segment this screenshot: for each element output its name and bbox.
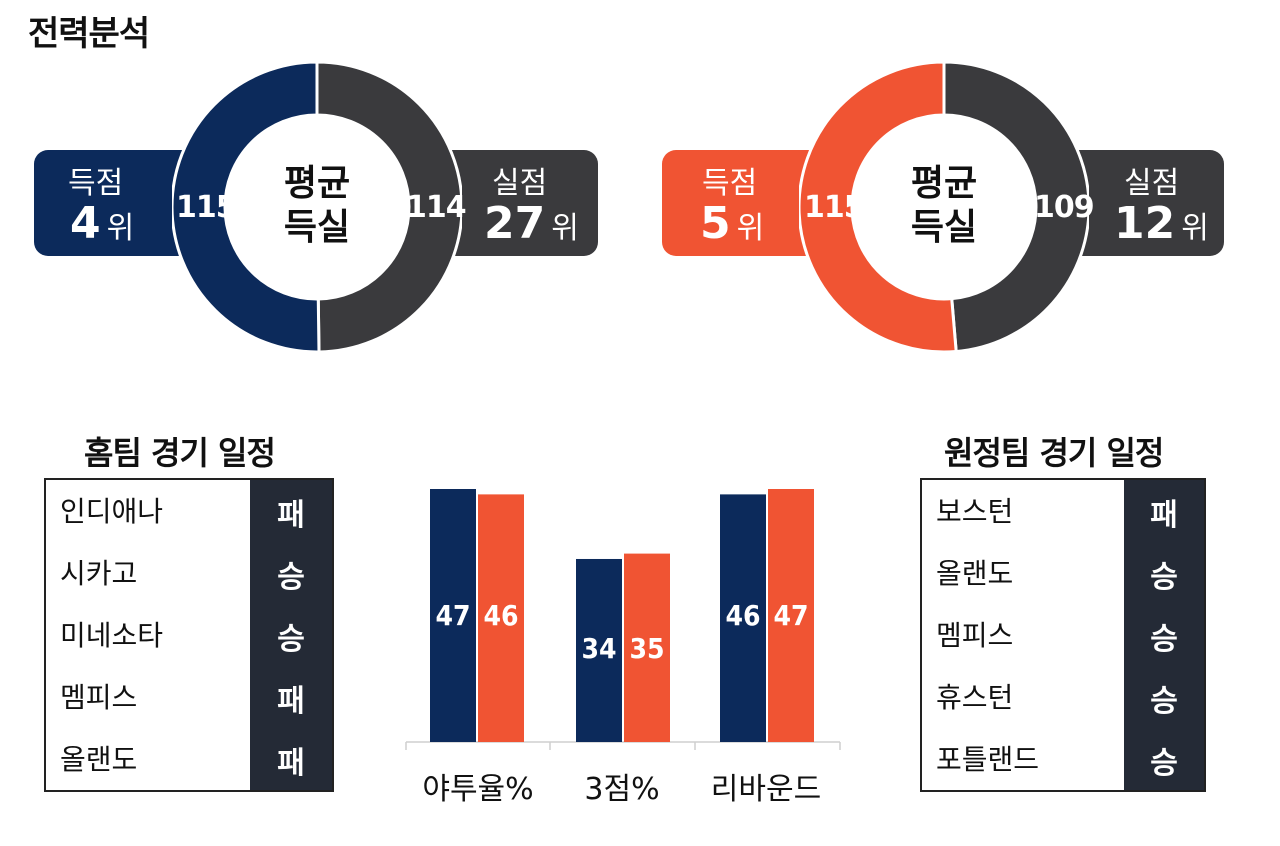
bar-value-label: 46 — [483, 599, 518, 632]
stats-bar-chart: 47 46 34 35 46 47 — [405, 489, 841, 750]
page-title: 전력분석 — [28, 14, 150, 54]
donut0-slice-allowed — [315, 62, 462, 352]
bar-value-label: 47 — [435, 599, 470, 632]
away-donut-chart — [799, 62, 1089, 352]
bar-0-0 — [430, 489, 476, 742]
away-result: 승 — [1150, 622, 1178, 657]
home-result: 승 — [277, 622, 305, 657]
home-schedule-row: 인디애나 패 — [46, 480, 332, 542]
away-schedule-row: 보스턴 패 — [922, 480, 1204, 542]
away-opponent: 멤피스 — [936, 619, 1014, 652]
donut0-slice-scored — [172, 62, 321, 352]
home-result: 패 — [277, 746, 305, 781]
bar-1-0 — [576, 558, 622, 742]
home-result-column — [250, 480, 332, 790]
away-allowed-rank: 12 위 — [1114, 198, 1209, 249]
away-result: 승 — [1150, 746, 1178, 781]
bar-value-label: 47 — [773, 599, 808, 632]
away-schedule-row: 포틀랜드 승 — [922, 728, 1204, 790]
away-donut-scored-value: 115 — [804, 190, 865, 225]
home-donut-chart — [172, 62, 462, 352]
bar-0-1 — [478, 494, 524, 742]
away-result: 승 — [1150, 684, 1178, 719]
away-donut-center: 평균 득실 — [910, 163, 978, 248]
home-donut-center: 평균 득실 — [283, 163, 351, 248]
home-schedule-row: 멤피스 패 — [46, 666, 332, 728]
bar-2-1 — [768, 489, 814, 742]
donut1-slice-allowed — [942, 62, 1089, 352]
away-schedule-title: 원정팀 경기 일정 — [944, 434, 1164, 472]
away-opponent: 포틀랜드 — [936, 743, 1040, 776]
bar-value-label: 46 — [725, 599, 760, 632]
home-result: 패 — [277, 498, 305, 533]
home-schedule-title: 홈팀 경기 일정 — [84, 434, 276, 472]
home-opponent: 멤피스 — [60, 681, 138, 714]
home-result: 승 — [277, 560, 305, 595]
home-donut-scored-value: 115 — [176, 190, 237, 225]
home-donut-allowed-value: 114 — [406, 190, 467, 225]
away-schedule-row: 멤피스 승 — [922, 604, 1204, 666]
bar-1-1 — [624, 553, 670, 742]
home-schedule-row: 시카고 승 — [46, 542, 332, 604]
bar-category-label: 3점% — [584, 772, 660, 807]
home-opponent: 시카고 — [60, 557, 138, 590]
bar-value-label: 35 — [629, 632, 664, 665]
home-schedule-table: 인디애나 패 시카고 승 미네소타 승 멤피스 패 올랜도 패 — [44, 478, 334, 792]
home-opponent: 올랜도 — [60, 743, 138, 776]
away-result: 패 — [1150, 498, 1178, 533]
away-schedule-row: 올랜도 승 — [922, 542, 1204, 604]
away-schedule-row: 휴스턴 승 — [922, 666, 1204, 728]
away-scored-label: 득점 — [702, 166, 758, 201]
bar-value-label: 34 — [581, 632, 616, 665]
away-result-column — [1124, 480, 1204, 790]
home-result: 패 — [277, 684, 305, 719]
home-allowed-rank: 27 위 — [484, 198, 579, 249]
away-allowed-label: 실점 — [1124, 166, 1180, 201]
home-opponent: 미네소타 — [60, 619, 164, 652]
away-opponent: 보스턴 — [936, 495, 1014, 528]
home-schedule-row: 미네소타 승 — [46, 604, 332, 666]
home-allowed-label: 실점 — [492, 166, 548, 201]
away-opponent: 올랜도 — [936, 557, 1014, 590]
home-scored-label: 득점 — [68, 166, 124, 201]
home-opponent: 인디애나 — [60, 495, 164, 528]
away-donut-allowed-value: 109 — [1034, 190, 1095, 225]
away-schedule-table: 보스턴 패 올랜도 승 멤피스 승 휴스턴 승 포틀랜드 승 — [920, 478, 1206, 792]
donut1-slice-scored — [799, 62, 958, 352]
away-opponent: 휴스턴 — [936, 681, 1014, 714]
home-schedule-row: 올랜도 패 — [46, 728, 332, 790]
bar-category-label: 야투율% — [422, 772, 534, 807]
bar-category-label: 리바운드 — [710, 772, 822, 807]
bar-2-0 — [720, 494, 766, 742]
away-result: 승 — [1150, 560, 1178, 595]
